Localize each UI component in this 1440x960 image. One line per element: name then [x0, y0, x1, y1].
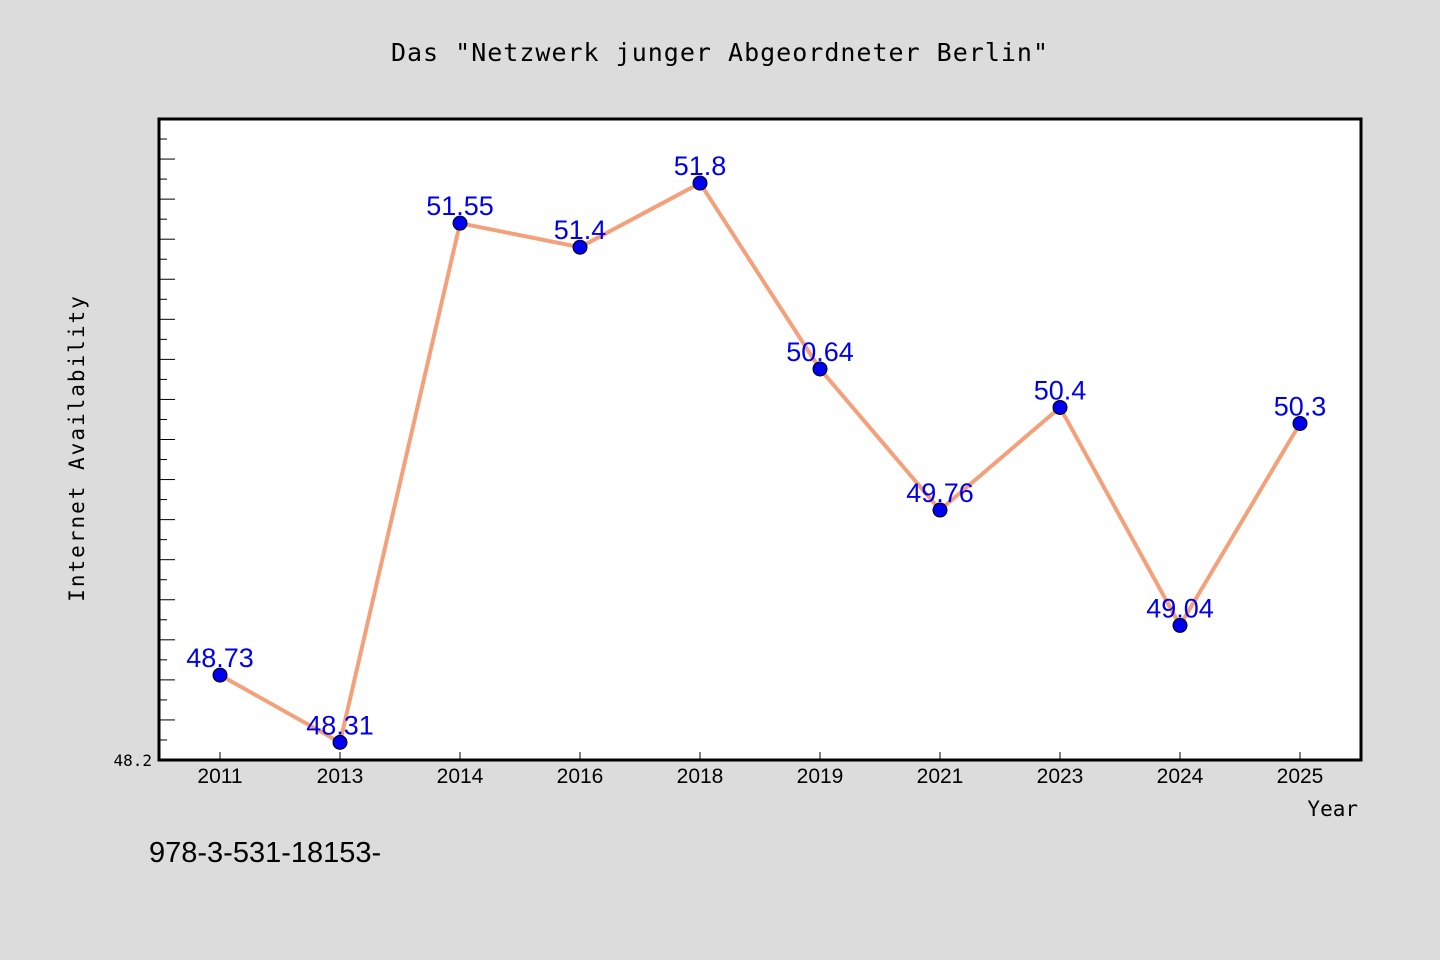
x-axis-ticks: [219, 752, 1301, 760]
data-label: 49.76: [906, 478, 974, 508]
data-point: [452, 215, 468, 231]
data-label: 49.04: [1146, 593, 1214, 623]
series-markers: [212, 175, 1308, 750]
y-tick-label: 48.2: [113, 751, 152, 770]
data-label: 48.31: [306, 710, 374, 740]
data-label: 51.55: [426, 191, 494, 221]
x-tick-label: 2013: [317, 765, 364, 788]
y-axis-label: Internet Availability: [65, 294, 89, 602]
x-tick-label: 2014: [437, 765, 484, 788]
data-labels: 48.73 48.31 51.55 51.4 51.8 50.64 49.76 50.4 49.…: [186, 151, 1326, 740]
y-axis-ticks: [159, 118, 175, 761]
series-line: [219, 181, 1302, 745]
x-tick-label: 2016: [557, 765, 604, 788]
x-tick-label: 2023: [1037, 765, 1084, 788]
plot-area: [157, 117, 1363, 762]
data-point: [1052, 399, 1068, 415]
x-tick-label: 2018: [677, 765, 724, 788]
x-axis-tick-labels: 2011 2013 2014 2016 2018 2019 2021 2023 2024 2025: [197, 765, 1323, 788]
data-point: [1172, 617, 1188, 633]
data-point: [1292, 415, 1308, 431]
data-label: 50.4: [1034, 375, 1087, 405]
data-label: 48.73: [186, 643, 254, 673]
chart-title: Das "Netzwerk junger Abgeordneter Berlin…: [391, 38, 1049, 67]
data-label: 51.8: [674, 151, 727, 181]
data-point: [932, 502, 948, 518]
x-axis-label: Year: [1307, 797, 1358, 821]
x-tick-label: 2019: [797, 765, 844, 788]
data-point: [692, 175, 708, 191]
data-label: 50.3: [1274, 391, 1327, 421]
data-label: 51.4: [554, 215, 607, 245]
footnote-text: 978-3-531-18153-: [149, 837, 381, 869]
x-tick-label: 2021: [917, 765, 964, 788]
data-point: [572, 239, 588, 255]
data-point: [212, 667, 228, 683]
data-point: [332, 734, 348, 750]
x-tick-label: 2024: [1157, 765, 1204, 788]
data-label: 50.64: [786, 337, 854, 367]
data-point: [812, 361, 828, 377]
x-tick-label: 2011: [197, 765, 242, 788]
x-tick-label: 2025: [1277, 765, 1324, 788]
